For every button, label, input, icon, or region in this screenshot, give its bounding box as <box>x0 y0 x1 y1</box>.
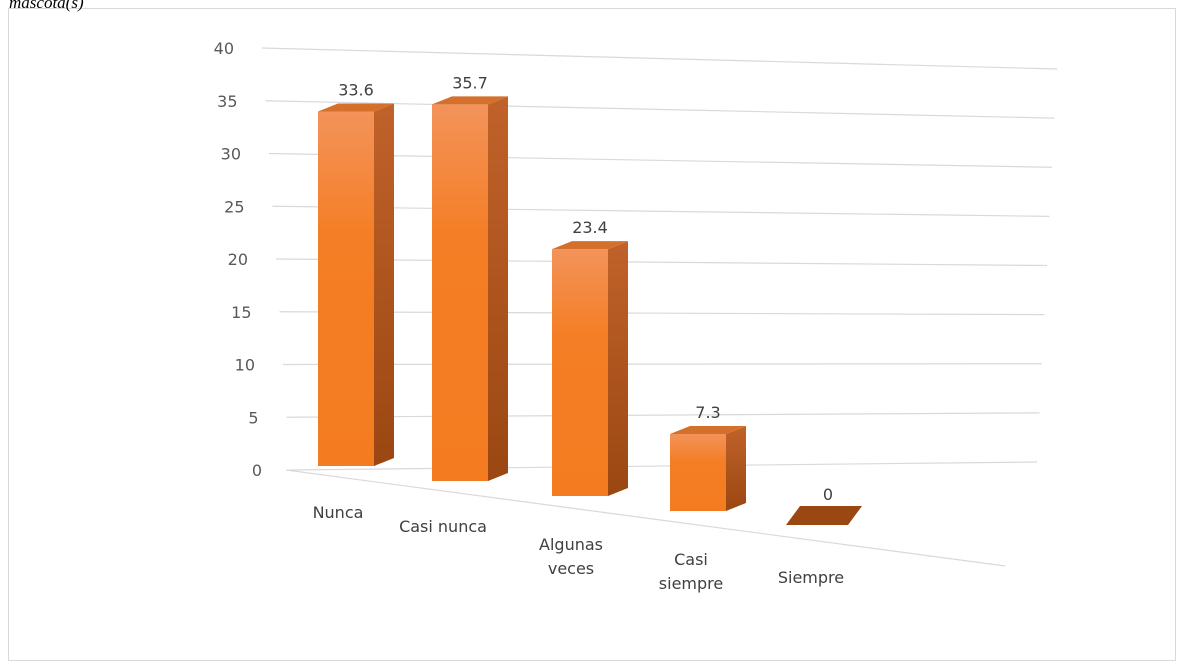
bar-top <box>552 241 628 250</box>
gridline <box>261 47 1058 70</box>
bar-side <box>488 96 508 482</box>
bar-top <box>670 425 746 434</box>
y-tick-label: 5 <box>248 408 258 427</box>
y-tick-label: 25 <box>224 197 244 216</box>
gridlines <box>261 47 1058 567</box>
bar-side <box>726 425 746 511</box>
data-label: 7.3 <box>695 403 720 422</box>
bar <box>670 425 746 511</box>
data-label: 0 <box>823 485 833 504</box>
y-tick-label: 10 <box>235 356 255 375</box>
bar-flat <box>786 506 862 525</box>
bar-front <box>432 104 488 482</box>
y-tick-label: 20 <box>228 250 248 269</box>
x-axis-categories: Nunca Casi nunca Algunas veces Casi siempre Si… <box>313 503 845 593</box>
data-label: 33.6 <box>338 81 374 100</box>
y-axis-ticks: 0 5 10 15 20 25 30 35 40 <box>214 39 262 480</box>
bar <box>786 506 862 525</box>
data-label: 35.7 <box>452 73 488 92</box>
category-label: Algunas veces <box>539 535 603 578</box>
bar-side <box>374 103 394 467</box>
bar <box>552 241 628 496</box>
category-label: Siempre <box>778 568 844 587</box>
category-label: Nunca <box>313 503 364 522</box>
y-tick-label: 30 <box>221 145 241 164</box>
gridline <box>279 311 1045 316</box>
bar-side <box>608 241 628 496</box>
figure-caption: mascota(s) <box>9 0 84 12</box>
data-labels: 33.6 35.7 23.4 7.3 0 <box>338 73 833 504</box>
bars <box>318 96 862 525</box>
gridline <box>289 461 1038 471</box>
bar <box>432 96 508 482</box>
gridline <box>268 152 1053 168</box>
bar-top <box>318 103 394 112</box>
category-label: Casi nunca <box>399 517 487 536</box>
y-tick-label: 35 <box>217 92 237 111</box>
bar-front <box>670 433 726 511</box>
y-tick-label: 0 <box>252 461 262 480</box>
data-label: 23.4 <box>572 218 608 237</box>
y-tick-label: 15 <box>231 303 251 322</box>
gridline <box>272 205 1050 217</box>
gridline <box>286 412 1040 418</box>
category-label: Casi siempre <box>659 550 723 593</box>
bar <box>318 103 394 467</box>
y-tick-label: 40 <box>214 39 234 58</box>
floor-edge <box>285 469 1006 567</box>
bar-front <box>318 111 374 467</box>
gridline <box>282 363 1043 366</box>
bar-top <box>432 96 508 105</box>
bar-front <box>552 249 608 496</box>
gridline <box>265 100 1055 119</box>
gridline <box>275 258 1048 267</box>
